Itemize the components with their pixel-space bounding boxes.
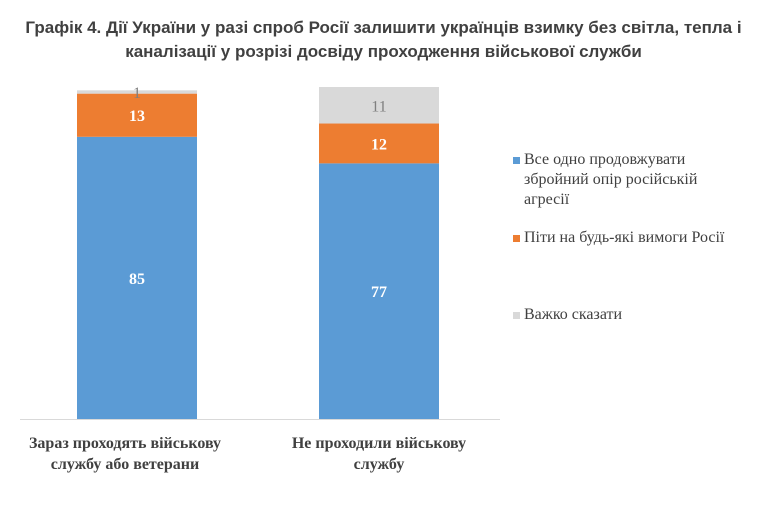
bar-segment <box>77 93 197 137</box>
legend-label-line: Все одно продовжувати <box>524 151 686 168</box>
legend-item-hard-to-say: Важко сказати <box>513 305 734 325</box>
chart-title-line-1: Графік 4. Дії України у разі спроб Росії… <box>25 18 742 37</box>
data-label: 1 <box>133 85 141 102</box>
category-label: службу або ветерани <box>51 456 199 473</box>
bar-segment <box>319 163 439 419</box>
chart-title: Графік 4. Дії України у разі спроб Росії… <box>0 16 767 64</box>
data-label: 11 <box>371 98 386 115</box>
data-label: 85 <box>129 271 145 288</box>
legend-label-line: збройний опір російській <box>524 171 698 188</box>
category-label: Зараз проходять військову <box>29 435 221 452</box>
chart-title-line-2: каналізації у розрізі досвіду проходженн… <box>125 42 642 61</box>
legend-swatch-orange <box>513 235 520 242</box>
bar-segment <box>319 87 439 124</box>
legend-label-line: агресії <box>524 191 570 208</box>
bar-segment <box>319 123 439 164</box>
category-label: службу <box>354 456 405 473</box>
legend-item-continue-resistance: Все одно продовжувати збройний опір росі… <box>513 150 734 210</box>
category-label: Не проходили військову <box>292 435 466 452</box>
legend-swatch-blue <box>513 157 520 164</box>
legend-label-line: Піти на будь-які вимоги Росії <box>524 229 725 246</box>
legend-item-accept-demands: Піти на будь-які вимоги Росії <box>513 228 734 248</box>
legend-label-line: Важко сказати <box>524 306 623 323</box>
legend-swatch-gray <box>513 312 520 319</box>
bar-segment <box>77 90 197 94</box>
data-label: 12 <box>371 136 387 153</box>
data-label: 77 <box>371 284 387 301</box>
data-label: 13 <box>129 108 145 125</box>
bar-segment <box>77 136 197 420</box>
